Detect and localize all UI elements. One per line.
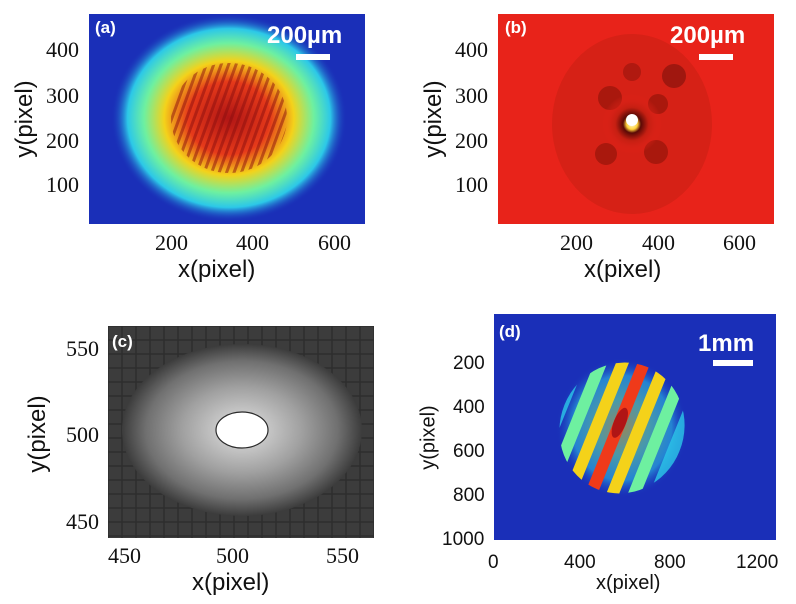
xtick-c-500: 500 [216, 543, 249, 568]
ytick-c-500: 500 [66, 422, 99, 447]
xtick-d-0: 0 [488, 552, 499, 573]
xtick-a-400: 400 [236, 230, 269, 255]
ylabel-c: y(pixel) [24, 395, 51, 473]
xtick-b-600: 600 [723, 230, 756, 255]
xtick-c-450: 450 [108, 543, 141, 568]
heatmap-c-image [108, 326, 374, 538]
xlabel-a: x(pixel) [178, 256, 256, 283]
scale-bar-a-label: 200µm [267, 22, 343, 49]
ytick-b-100: 100 [455, 172, 488, 197]
xtick-b-400: 400 [642, 230, 675, 255]
ytick-a-300: 300 [46, 83, 79, 108]
ytick-c-550: 550 [66, 336, 99, 361]
xtick-d-800: 800 [654, 552, 686, 573]
ytick-a-200: 200 [46, 128, 79, 153]
panel-label-c: (c) [112, 332, 133, 351]
panel-label-a: (a) [95, 18, 116, 37]
ylabel-d: y(pixel) [417, 405, 440, 470]
xtick-a-200: 200 [155, 230, 188, 255]
xtick-d-400: 400 [564, 552, 596, 573]
xlabel-d: x(pixel) [596, 572, 661, 594]
heatmap-a-image [89, 14, 365, 224]
ytick-a-100: 100 [46, 172, 79, 197]
scale-bar-b-label: 200µm [670, 22, 746, 49]
xlabel-b: x(pixel) [584, 256, 662, 283]
scale-bar-b [699, 54, 733, 60]
scale-bar-d [713, 360, 753, 366]
ylabel-a: y(pixel) [11, 80, 38, 158]
ytick-b-400: 400 [455, 37, 488, 62]
ytick-c-450: 450 [66, 509, 99, 534]
xtick-d-1200: 1200 [736, 552, 779, 573]
heatmap-b-image [498, 14, 774, 224]
xlabel-c: x(pixel) [192, 569, 270, 596]
heatmap-c-svg [108, 326, 374, 538]
ytick-d-1000: 1000 [442, 529, 485, 550]
panel-label-b: (b) [505, 18, 527, 37]
ylabel-b: y(pixel) [420, 80, 447, 158]
heatmap-a-svg [89, 14, 365, 224]
ytick-d-800: 800 [453, 485, 485, 506]
xtick-c-550: 550 [326, 543, 359, 568]
scale-bar-d-label: 1mm [698, 330, 755, 357]
xtick-a-600: 600 [318, 230, 351, 255]
ytick-a-400: 400 [46, 37, 79, 62]
ytick-b-200: 200 [455, 128, 488, 153]
heatmap-d-svg [494, 314, 776, 540]
heatmap-b-svg [498, 14, 774, 224]
xtick-b-200: 200 [560, 230, 593, 255]
panel-label-d: (d) [499, 322, 521, 341]
ytick-b-300: 300 [455, 83, 488, 108]
ytick-d-400: 400 [453, 397, 485, 418]
scale-bar-a [296, 54, 330, 60]
ytick-d-600: 600 [453, 441, 485, 462]
heatmap-d-image [494, 314, 776, 540]
ytick-d-200: 200 [453, 353, 485, 374]
